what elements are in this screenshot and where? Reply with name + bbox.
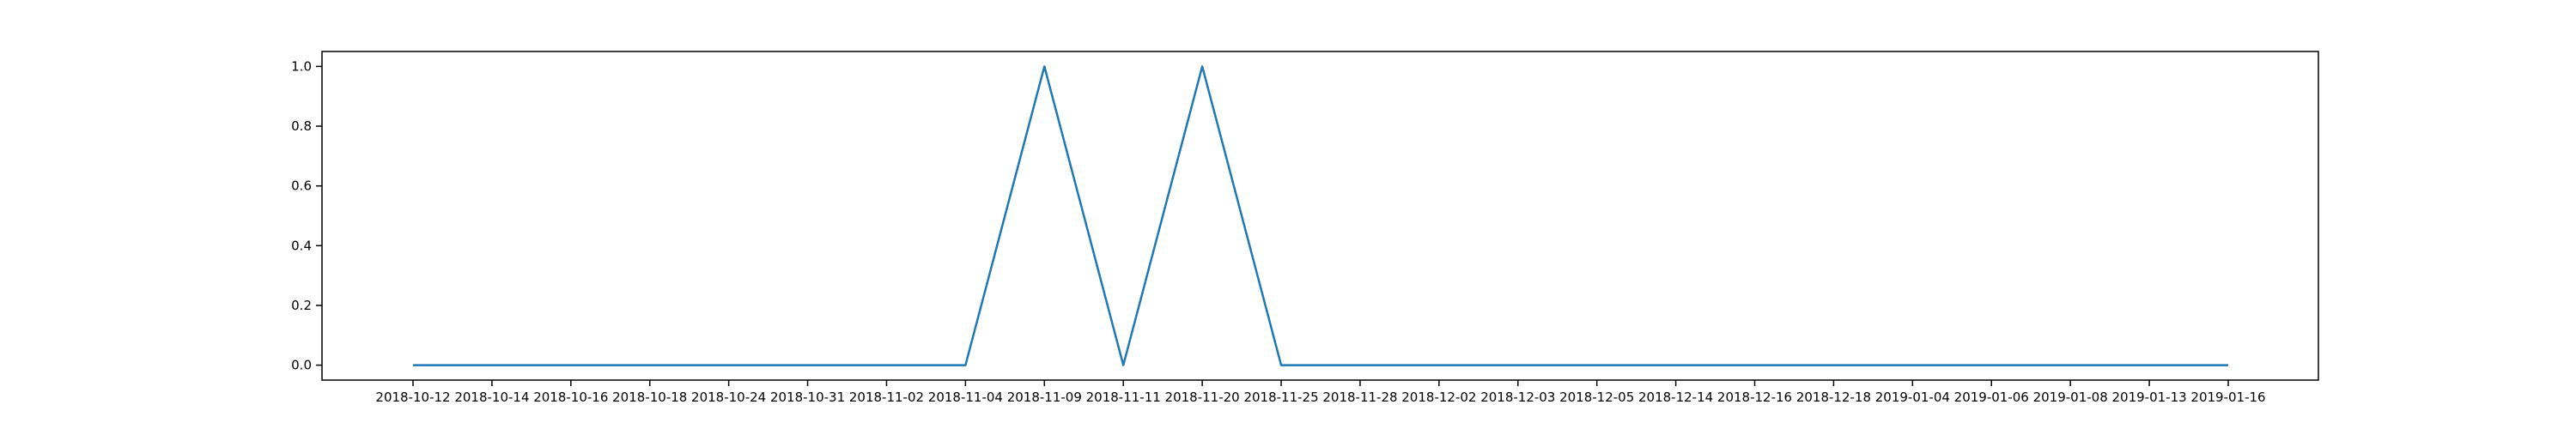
x-tick-label: 2018-10-14 bbox=[454, 390, 529, 405]
y-tick-label: 0.6 bbox=[291, 178, 312, 194]
x-tick-label: 2018-12-16 bbox=[1717, 390, 1792, 405]
y-tick-label: 0.8 bbox=[291, 118, 312, 134]
x-tick-label: 2018-10-31 bbox=[770, 390, 845, 405]
x-tick-label: 2018-10-24 bbox=[691, 390, 766, 405]
series-layer bbox=[413, 65, 2228, 366]
x-tick-label: 2018-11-11 bbox=[1086, 390, 1161, 405]
x-tick-label: 2019-01-16 bbox=[2190, 390, 2265, 405]
x-tick-label: 2018-10-12 bbox=[375, 390, 450, 405]
x-tick-label: 2018-12-14 bbox=[1638, 390, 1713, 405]
y-axis: 0.0 0.2 0.4 0.6 0.8 1.0 bbox=[291, 58, 322, 373]
x-tick-label: 2018-12-18 bbox=[1796, 390, 1871, 405]
y-tick-label: 1.0 bbox=[291, 58, 312, 74]
y-tick-label: 0.4 bbox=[291, 238, 312, 253]
x-tick-label: 2018-11-25 bbox=[1243, 390, 1318, 405]
x-tick-label: 2018-10-18 bbox=[612, 390, 687, 405]
x-tick-label: 2018-11-04 bbox=[928, 390, 1003, 405]
x-tick-label: 2018-12-03 bbox=[1480, 390, 1555, 405]
x-tick-label: 2018-12-02 bbox=[1401, 390, 1476, 405]
x-axis: 2018-10-12 2018-10-14 2018-10-16 2018-10-18… bbox=[375, 380, 2266, 405]
x-tick-label: 2018-10-16 bbox=[533, 390, 608, 405]
axes-frame bbox=[321, 51, 2319, 381]
x-tick-label: 2019-01-13 bbox=[2111, 390, 2186, 405]
x-tick-label: 2018-11-28 bbox=[1322, 390, 1397, 405]
x-tick-label: 2018-11-20 bbox=[1165, 390, 1240, 405]
y-tick-label: 0.2 bbox=[291, 298, 312, 313]
x-tick-label: 2019-01-04 bbox=[1875, 390, 1950, 405]
y-tick-label: 0.0 bbox=[291, 358, 312, 373]
x-tick-label: 2019-01-08 bbox=[2033, 390, 2108, 405]
x-tick-label: 2018-12-05 bbox=[1559, 390, 1634, 405]
x-tick-label: 2019-01-06 bbox=[1954, 390, 2029, 405]
x-tick-label: 2018-11-09 bbox=[1007, 390, 1082, 405]
series-line-0 bbox=[413, 65, 2228, 366]
x-tick-label: 2018-11-02 bbox=[849, 390, 924, 405]
